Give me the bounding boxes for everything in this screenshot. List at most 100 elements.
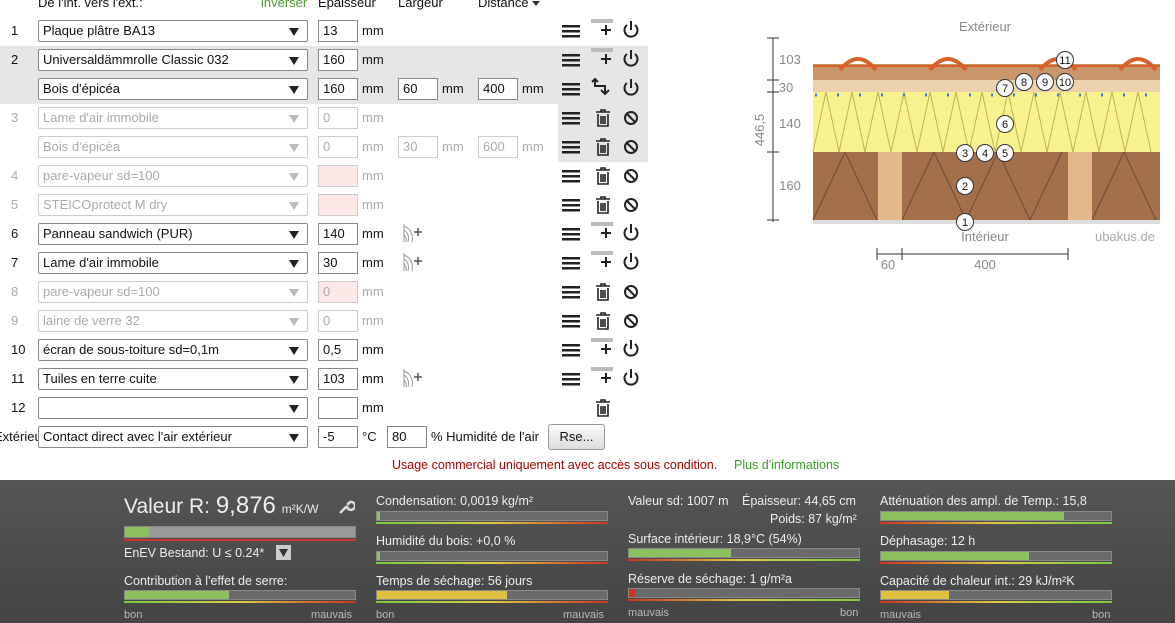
layer-marker [976, 144, 994, 162]
notice-text: Usage commercial uniquement avec accès s… [392, 458, 718, 472]
thickness-input[interactable] [318, 397, 358, 419]
add-icon[interactable] [591, 367, 613, 392]
menu-icon[interactable] [562, 371, 584, 396]
unit: mm [362, 168, 384, 183]
menu-icon[interactable] [562, 110, 584, 135]
menu-icon[interactable] [562, 168, 584, 193]
delete-icon[interactable] [593, 195, 615, 220]
menu-icon[interactable] [562, 313, 584, 338]
thickness-input[interactable]: 0 [318, 281, 358, 303]
add-icon[interactable] [591, 222, 613, 247]
thickness-input[interactable]: 13 [318, 20, 358, 42]
thickness-input[interactable]: 103 [318, 368, 358, 390]
power-icon[interactable] [621, 223, 643, 248]
exterior-select[interactable]: Contact direct avec l'air extérieur [38, 426, 308, 448]
distance-input[interactable]: 600 [478, 136, 518, 158]
material-select[interactable]: pare-vapeur sd=100 [38, 281, 308, 303]
insulation-wood-layer [813, 152, 1160, 220]
thickness-input[interactable]: 30 [318, 252, 358, 274]
disable-icon[interactable] [621, 137, 643, 162]
header-width: Largeur [398, 0, 443, 10]
material-select[interactable]: Bois d'épicéa [38, 136, 308, 158]
disable-icon[interactable] [621, 311, 643, 336]
texture-icon[interactable] [402, 251, 424, 276]
menu-icon[interactable] [562, 284, 584, 309]
power-icon[interactable] [621, 252, 643, 277]
disable-icon[interactable] [621, 195, 643, 220]
enev-dropdown[interactable] [276, 545, 291, 560]
wrench-icon[interactable] [337, 498, 355, 516]
material-select[interactable]: Plaque plâtre BA13 [38, 20, 308, 42]
width-input[interactable]: 60 [398, 78, 438, 100]
material-select[interactable]: Universaldämmrolle Classic 032 [38, 49, 308, 71]
header-distance[interactable]: Distance [478, 0, 529, 10]
material-select[interactable]: Bois d'épicéa [38, 78, 308, 100]
add-icon[interactable] [591, 48, 613, 73]
width-input[interactable]: 30 [398, 136, 438, 158]
thickness-input[interactable]: 160 [318, 78, 358, 100]
menu-icon[interactable] [562, 342, 584, 367]
delete-icon[interactable] [593, 166, 615, 191]
disable-icon[interactable] [621, 282, 643, 307]
layer-marker-label: 1 [962, 217, 968, 229]
invert-link[interactable]: inverser [261, 0, 308, 10]
disable-icon[interactable] [621, 166, 643, 191]
material-select[interactable]: laine de verre 32 [38, 310, 308, 332]
add-icon[interactable] [591, 251, 613, 276]
delete-icon[interactable] [593, 108, 615, 133]
add-icon[interactable] [591, 19, 613, 44]
material-select[interactable] [38, 397, 308, 419]
delete-icon[interactable] [593, 398, 615, 423]
menu-icon[interactable] [562, 226, 584, 251]
unit: mm [442, 81, 464, 96]
layer-marker-label: 11 [1059, 55, 1070, 67]
menu-icon[interactable] [562, 81, 584, 106]
power-icon[interactable] [621, 368, 643, 393]
material-select[interactable]: Lame d'air immobile [38, 252, 308, 274]
thickness-input[interactable]: 0,5 [318, 339, 358, 361]
dropdown-arrow [289, 144, 299, 152]
temperature-input[interactable]: -5 [318, 426, 358, 448]
power-icon[interactable] [621, 20, 643, 45]
menu-icon[interactable] [562, 197, 584, 222]
merge-icon[interactable] [591, 77, 613, 102]
scale-bad: mauvais [311, 609, 352, 621]
layer-marker [996, 79, 1014, 97]
thickness-input[interactable]: 0 [318, 107, 358, 129]
material-select[interactable]: Tuiles en terre cuite [38, 368, 308, 390]
thickness-input[interactable]: 160 [318, 49, 358, 71]
menu-icon[interactable] [562, 52, 584, 77]
sandwich-layer [813, 92, 1160, 152]
texture-icon[interactable] [402, 367, 424, 392]
unit: mm [362, 226, 384, 241]
thickness-input[interactable]: 140 [318, 223, 358, 245]
thickness-input[interactable]: 0 [318, 136, 358, 158]
rse-button[interactable]: Rse... [548, 424, 605, 450]
menu-icon[interactable] [562, 255, 584, 280]
layer-marker-label: 10 [1059, 77, 1071, 89]
delete-icon[interactable] [593, 282, 615, 307]
delete-icon[interactable] [593, 137, 615, 162]
material-select[interactable]: écran de sous-toiture sd=0,1m [38, 339, 308, 361]
material-select[interactable]: Panneau sandwich (PUR) [38, 223, 308, 245]
power-icon[interactable] [621, 339, 643, 364]
thickness-input[interactable] [318, 194, 358, 216]
texture-icon[interactable] [402, 222, 424, 247]
menu-icon[interactable] [562, 23, 584, 48]
distance-input[interactable]: 400 [478, 78, 518, 100]
disable-icon[interactable] [621, 108, 643, 133]
humidity-input[interactable]: 80 [387, 426, 427, 448]
thickness-input[interactable]: 0 [318, 310, 358, 332]
material-select[interactable]: STEICOprotect M dry [38, 194, 308, 216]
thickness-input[interactable] [318, 165, 358, 187]
material-select[interactable]: pare-vapeur sd=100 [38, 165, 308, 187]
notice-link[interactable]: Plus d'informations [734, 458, 840, 472]
material-select[interactable]: Lame d'air immobile [38, 107, 308, 129]
row-number: 8 [11, 284, 19, 299]
add-icon[interactable] [591, 338, 613, 363]
menu-icon[interactable] [562, 139, 584, 164]
delete-icon[interactable] [593, 311, 615, 336]
power-icon[interactable] [621, 49, 643, 74]
power-icon[interactable] [621, 78, 643, 103]
layer-marker [956, 177, 974, 195]
